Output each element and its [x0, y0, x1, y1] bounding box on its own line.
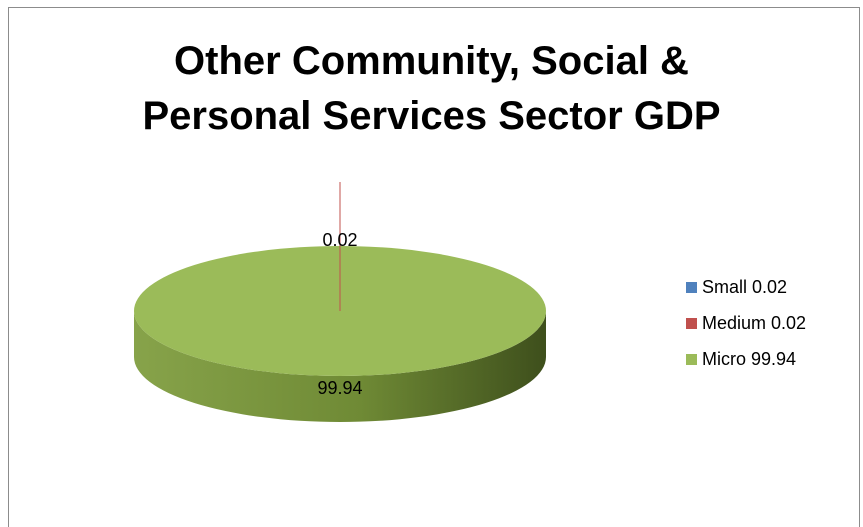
- legend-swatch-medium: [686, 318, 697, 329]
- data-label-small: 0.02: [322, 230, 357, 250]
- data-label-micro: 99.94: [317, 378, 362, 398]
- legend-swatch-small: [686, 282, 697, 293]
- pie-chart: 0.02 99.94: [0, 0, 863, 506]
- legend-label-micro: Micro 99.94: [702, 349, 796, 370]
- legend-label-medium: Medium 0.02: [702, 313, 806, 334]
- legend-label-small: Small 0.02: [702, 277, 787, 298]
- legend-item-small: Small 0.02: [686, 273, 806, 302]
- chart-legend: Small 0.02 Medium 0.02 Micro 99.94: [686, 273, 806, 381]
- legend-swatch-micro: [686, 354, 697, 365]
- legend-item-micro: Micro 99.94: [686, 345, 806, 374]
- legend-item-medium: Medium 0.02: [686, 309, 806, 338]
